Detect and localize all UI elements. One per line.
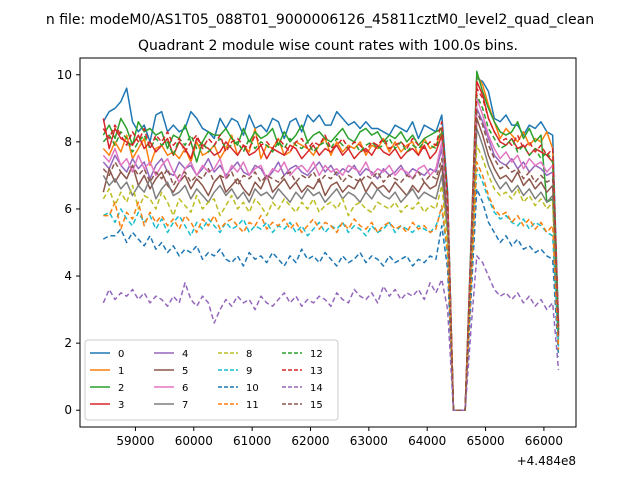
x-tick-label: 60000 — [175, 434, 213, 448]
legend-label-14: 14 — [310, 383, 323, 394]
legend-box — [84, 339, 339, 421]
legend-label-3: 3 — [118, 400, 124, 411]
series-line-11 — [103, 161, 560, 411]
series-line-1 — [102, 74, 560, 411]
x-tick-label: 59000 — [116, 434, 154, 448]
legend-label-9: 9 — [246, 366, 252, 377]
x-tick-label: 63000 — [350, 434, 388, 448]
x-tick-label: 65000 — [466, 434, 504, 448]
series-line-4 — [102, 107, 560, 411]
legend-label-7: 7 — [182, 400, 188, 411]
series-line-3 — [102, 80, 560, 411]
legend-label-13: 13 — [310, 366, 323, 377]
legend-label-11: 11 — [246, 400, 259, 411]
series-line-6 — [102, 97, 560, 411]
x-tick-label: 64000 — [408, 434, 446, 448]
series-line-13 — [102, 87, 560, 411]
series-line-8 — [102, 144, 560, 411]
chart-title: Quadrant 2 module wise count rates with … — [138, 38, 518, 54]
x-axis-offset-label: +4.484e8 — [517, 454, 576, 468]
series-line-14 — [102, 255, 560, 411]
x-tick-label: 62000 — [291, 434, 329, 448]
series-layer — [102, 70, 560, 411]
legend-label-2: 2 — [118, 383, 124, 394]
x-tick-label: 61000 — [233, 434, 271, 448]
legend-label-8: 8 — [246, 349, 252, 360]
legend-label-12: 12 — [310, 349, 323, 360]
legend-label-4: 4 — [182, 349, 188, 360]
legend-label-15: 15 — [310, 400, 323, 411]
y-tick-label: 6 — [64, 202, 72, 216]
series-line-15 — [102, 110, 560, 411]
series-line-0 — [102, 77, 560, 411]
plot-area: 59000 60000 61000 62000 63000 64000 65000 66000… — [57, 57, 577, 448]
y-tick-label: 2 — [64, 336, 72, 350]
y-tick-label: 0 — [64, 403, 72, 417]
x-tick-label: 66000 — [525, 434, 563, 448]
series-line-7 — [102, 127, 560, 411]
legend-label-5: 5 — [182, 366, 188, 377]
axes-frame — [79, 57, 577, 428]
y-tick-label: 8 — [64, 135, 72, 149]
y-tick-label: 10 — [57, 68, 72, 82]
figure-suptitle: n file: modeM0/AS1T05_088T01_9000006126_… — [46, 12, 594, 28]
series-line-10 — [102, 188, 560, 411]
legend-label-6: 6 — [182, 383, 188, 394]
legend-label-10: 10 — [246, 383, 259, 394]
y-tick-label: 4 — [64, 269, 72, 283]
legend-label-1: 1 — [118, 366, 124, 377]
legend-label-0: 0 — [118, 349, 124, 360]
y-axis: 0 2 4 6 8 10 — [57, 68, 80, 417]
x-axis: 59000 60000 61000 62000 63000 64000 65000 66000 — [116, 427, 563, 448]
